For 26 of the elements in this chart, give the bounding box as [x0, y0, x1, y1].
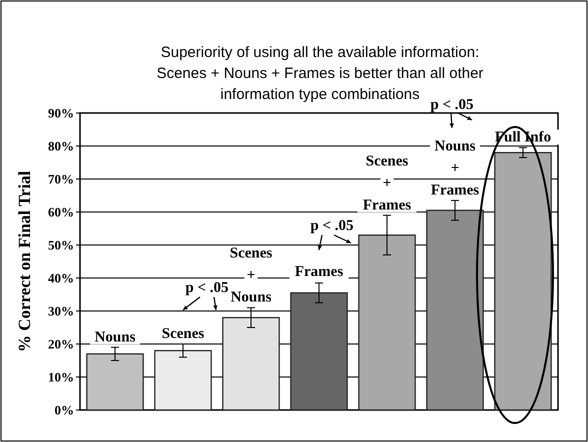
x-tick-label: Scenes + Nouns [230, 246, 272, 306]
y-tick-label: 30% [48, 304, 74, 319]
x-tick-label: Frames [294, 264, 344, 280]
y-tick-label: 80% [48, 138, 74, 154]
y-tick-label: 20% [48, 336, 74, 352]
bar [154, 350, 212, 411]
y-axis-title: % Correct on Final Trial [14, 170, 34, 352]
annotation: p < .05 [185, 280, 229, 296]
y-tick-label: 50% [48, 238, 74, 253]
bar [494, 152, 552, 411]
bar [426, 210, 484, 411]
x-tick-label: Nouns + Frames [430, 138, 480, 198]
y-tick-label: 60% [48, 204, 74, 220]
y-tick-label: 0% [54, 402, 74, 418]
y-tick-label: 70% [48, 172, 74, 187]
x-tick-label: Scenes + Frames [362, 153, 412, 214]
y-tick-label: 40% [48, 270, 74, 286]
bar [222, 317, 280, 411]
x-tick-label: Scenes [162, 326, 204, 342]
bar [358, 234, 416, 411]
annotation: p < .05 [310, 218, 354, 234]
bar [290, 292, 348, 411]
x-tick-label: Nouns [94, 329, 136, 346]
y-tick-label: 10% [48, 370, 74, 385]
y-tick-label: 90% [48, 106, 74, 121]
bar [86, 353, 144, 411]
